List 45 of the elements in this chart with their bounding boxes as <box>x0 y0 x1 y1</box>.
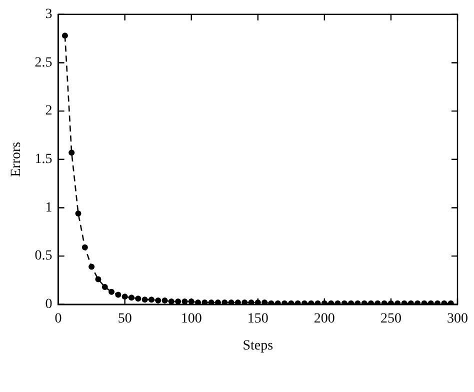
point <box>208 299 214 304</box>
point <box>214 299 221 304</box>
x-tick-label: 0 <box>54 311 62 326</box>
point <box>228 299 234 304</box>
point <box>82 244 88 250</box>
y-axis-title: Errors <box>9 142 24 177</box>
point <box>148 296 154 303</box>
point <box>248 299 254 304</box>
point <box>135 296 142 302</box>
x-tick-label: 50 <box>118 311 132 326</box>
point <box>182 298 188 304</box>
point <box>142 296 148 303</box>
x-tick-label: 150 <box>247 311 268 326</box>
x-tick-label: 200 <box>314 311 335 326</box>
x-axis-title: Steps <box>242 338 274 354</box>
point <box>242 299 248 304</box>
point <box>122 294 128 300</box>
point <box>95 276 102 282</box>
point <box>155 298 162 304</box>
x-tick-label: 100 <box>180 311 202 326</box>
point <box>175 298 182 304</box>
point <box>202 299 208 304</box>
point <box>234 299 241 304</box>
point <box>88 264 95 270</box>
y-tick-label: 1.5 <box>34 152 52 168</box>
point <box>262 299 268 304</box>
point <box>162 298 168 304</box>
y-tick-label: 1 <box>45 200 52 216</box>
point <box>62 32 68 39</box>
point <box>68 150 75 156</box>
x-tick-label: 300 <box>447 311 468 326</box>
y-tick-label: 0.5 <box>34 248 52 264</box>
y-tick-label: 3 <box>45 7 52 22</box>
point <box>108 288 115 295</box>
y-tick-label: 2.5 <box>34 55 52 70</box>
y-tick-label: 0 <box>45 297 52 312</box>
point <box>75 210 82 217</box>
point <box>115 292 122 298</box>
point <box>195 299 202 304</box>
x-tick-label: 250 <box>380 311 402 326</box>
point <box>168 298 174 304</box>
y-tick-label: 2 <box>45 104 52 119</box>
point <box>128 294 134 301</box>
point <box>102 284 108 290</box>
point <box>222 299 228 304</box>
